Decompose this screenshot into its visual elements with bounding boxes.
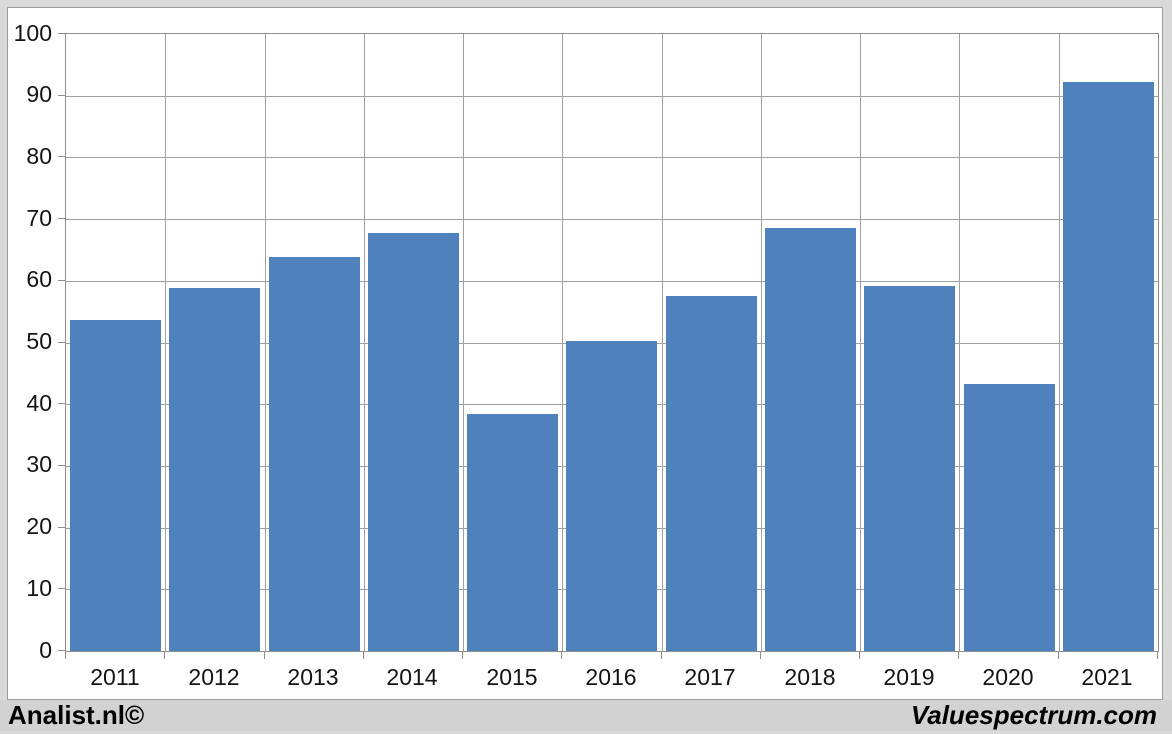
x-category-label-2011: 2011 [90, 664, 140, 690]
x-tick-mark-2 [264, 651, 265, 659]
analist-watermark: Analist.nl© [8, 700, 145, 730]
x-tick-mark-4 [462, 651, 463, 659]
y-tick-label-0: 0 [39, 637, 52, 663]
vertical-gridline-4 [463, 34, 464, 651]
bar-2018 [765, 228, 856, 651]
bar-2011 [70, 320, 161, 651]
x-category-label-2012: 2012 [188, 664, 240, 690]
y-tick-label-70: 70 [26, 205, 52, 231]
y-tick-mark-100 [58, 33, 66, 34]
bar-2020 [964, 384, 1055, 651]
bar-2017 [666, 296, 757, 651]
y-tick-label-50: 50 [26, 328, 52, 354]
valuespectrum-watermark: Valuespectrum.com [910, 700, 1157, 730]
vertical-gridline-1 [165, 34, 166, 651]
x-tick-mark-0 [65, 651, 66, 659]
y-tick-label-90: 90 [26, 81, 52, 107]
horizontal-gridline-90 [66, 96, 1158, 97]
bar-2013 [269, 257, 360, 651]
vertical-gridline-2 [265, 34, 266, 651]
y-tick-label-20: 20 [26, 513, 52, 539]
horizontal-gridline-80 [66, 157, 1158, 158]
bar-2015 [467, 414, 558, 651]
bar-2016 [566, 341, 657, 651]
x-category-label-2017: 2017 [684, 664, 736, 690]
y-tick-label-80: 80 [26, 143, 52, 169]
y-tick-mark-50 [58, 342, 66, 343]
vertical-gridline-3 [364, 34, 365, 651]
x-category-label-2016: 2016 [585, 664, 637, 690]
y-tick-mark-10 [58, 588, 66, 589]
x-tick-mark-10 [1058, 651, 1059, 659]
y-tick-mark-90 [58, 95, 66, 96]
y-tick-mark-30 [58, 465, 66, 466]
y-tick-label-60: 60 [26, 266, 52, 292]
y-tick-mark-80 [58, 156, 66, 157]
x-category-label-2014: 2014 [386, 664, 438, 690]
y-tick-mark-60 [58, 280, 66, 281]
x-category-label-2019: 2019 [883, 664, 935, 690]
x-tick-mark-11 [1157, 651, 1158, 659]
x-tick-mark-6 [661, 651, 662, 659]
x-category-label-2021: 2021 [1081, 664, 1133, 690]
y-tick-label-100: 100 [13, 20, 52, 46]
vertical-gridline-10 [1059, 34, 1060, 651]
horizontal-gridline-60 [66, 281, 1158, 282]
y-tick-mark-20 [58, 527, 66, 528]
vertical-gridline-9 [959, 34, 960, 651]
vertical-gridline-7 [761, 34, 762, 651]
x-tick-mark-5 [561, 651, 562, 659]
y-tick-mark-40 [58, 403, 66, 404]
plot-area [65, 33, 1159, 652]
vertical-gridline-8 [860, 34, 861, 651]
x-category-label-2020: 2020 [982, 664, 1034, 690]
x-category-label-2018: 2018 [784, 664, 836, 690]
y-tick-label-40: 40 [26, 390, 52, 416]
x-tick-mark-3 [363, 651, 364, 659]
footer-bar: Analist.nl© Valuespectrum.com [0, 700, 1172, 731]
bar-2014 [368, 233, 459, 651]
x-tick-mark-1 [164, 651, 165, 659]
horizontal-gridline-70 [66, 219, 1158, 220]
y-tick-label-30: 30 [26, 451, 52, 477]
x-category-label-2015: 2015 [486, 664, 538, 690]
y-tick-mark-0 [58, 650, 66, 651]
bar-2021 [1063, 82, 1154, 651]
bar-2019 [864, 286, 955, 651]
x-category-label-2013: 2013 [287, 664, 339, 690]
bar-2012 [169, 288, 260, 651]
x-tick-mark-8 [859, 651, 860, 659]
vertical-gridline-5 [562, 34, 563, 651]
x-tick-mark-9 [958, 651, 959, 659]
vertical-gridline-6 [662, 34, 663, 651]
y-tick-mark-70 [58, 218, 66, 219]
y-tick-label-10: 10 [26, 575, 52, 601]
x-tick-mark-7 [760, 651, 761, 659]
